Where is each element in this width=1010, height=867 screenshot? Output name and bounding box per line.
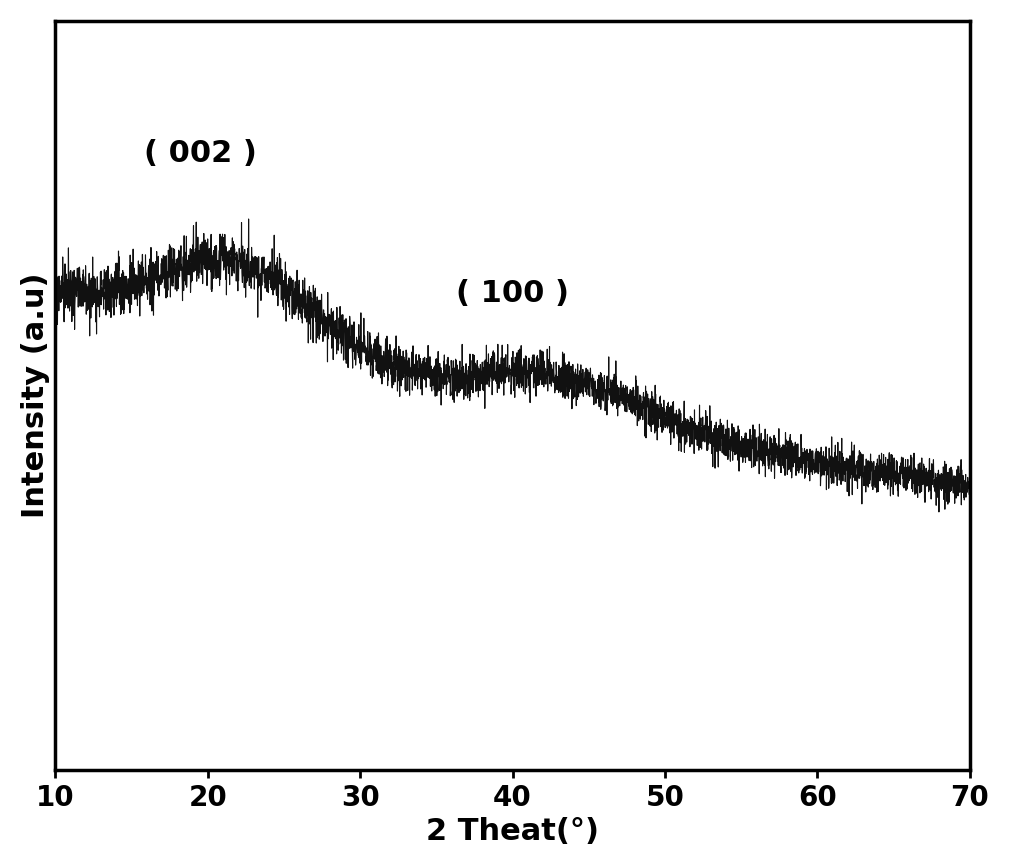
Y-axis label: Intensity (a.u): Intensity (a.u) (21, 273, 49, 518)
Text: ( 100 ): ( 100 ) (457, 278, 569, 308)
Text: ( 002 ): ( 002 ) (143, 139, 257, 168)
X-axis label: 2 Theat(°): 2 Theat(°) (426, 818, 599, 846)
